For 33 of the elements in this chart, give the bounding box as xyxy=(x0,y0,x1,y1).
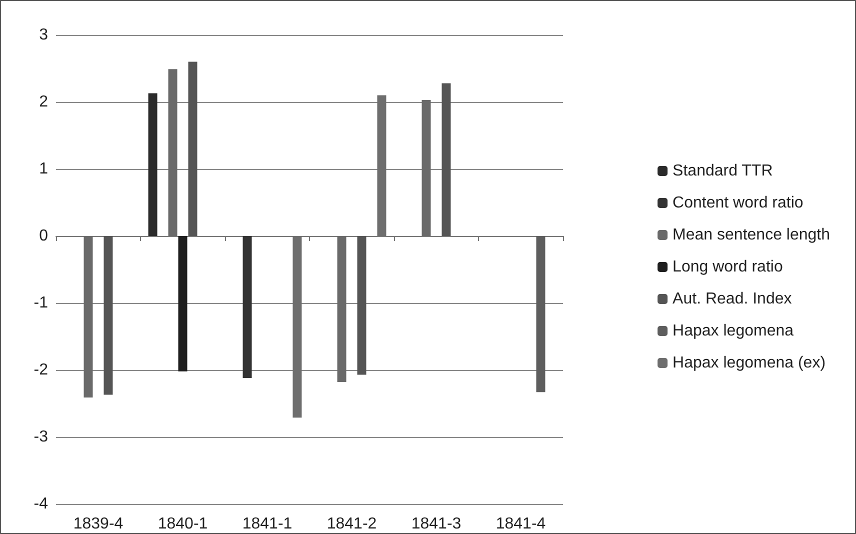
y-tick-label: 0 xyxy=(39,228,48,244)
bar xyxy=(422,100,431,236)
x-tick-label: 1841-4 xyxy=(496,516,546,532)
legend-label: Content word ratio xyxy=(672,194,804,212)
y-tick-label: -4 xyxy=(34,496,48,512)
x-tick-label: 1841-3 xyxy=(411,516,462,532)
x-tick-label: 1841-2 xyxy=(326,516,377,532)
y-tick-label: 2 xyxy=(39,94,48,110)
legend-label: Aut. Read. Index xyxy=(672,290,792,308)
bar xyxy=(188,62,198,236)
bar xyxy=(536,236,546,392)
bar xyxy=(84,236,93,398)
bar xyxy=(442,83,451,236)
bar xyxy=(357,236,366,375)
bar xyxy=(337,236,346,382)
legend-label: Hapax legomena (ex) xyxy=(672,354,826,372)
y-tick-label: -2 xyxy=(34,362,48,378)
bar xyxy=(168,69,178,236)
bar xyxy=(242,236,252,378)
x-tick-label: 1840-1 xyxy=(158,516,208,532)
legend-label: Standard TTR xyxy=(672,162,773,180)
x-tick-label: 1839-4 xyxy=(73,516,124,532)
y-tick-label: -3 xyxy=(34,428,48,446)
bar xyxy=(148,93,158,236)
legend-label: Mean sentence length xyxy=(672,226,830,244)
bar xyxy=(178,236,188,372)
legend-label: Hapax legomena xyxy=(672,322,794,340)
bar xyxy=(104,236,113,395)
y-tick-label: -1 xyxy=(34,294,48,312)
legend-label: Long word ratio xyxy=(672,258,783,276)
y-tick-label: 1 xyxy=(39,160,48,178)
y-tick-label: 3 xyxy=(39,26,48,44)
x-tick-label: 1841-1 xyxy=(242,516,292,532)
